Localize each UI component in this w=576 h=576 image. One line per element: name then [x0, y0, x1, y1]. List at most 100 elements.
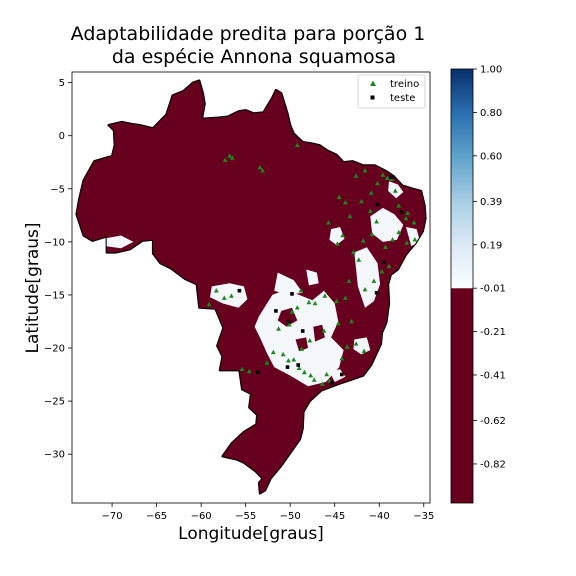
treino-point	[294, 305, 300, 310]
x-tick-label: −45	[324, 511, 345, 522]
teste-point	[340, 372, 344, 377]
treino-point	[324, 371, 330, 377]
colorbar: 1.00 0.80 0.60 0.39 0.19 -0.01 -0.21 -0.41 -0.62…	[450, 65, 506, 504]
x-tick-label: −55	[235, 511, 256, 522]
treino-point	[286, 322, 292, 327]
colorbar-frame	[450, 68, 474, 504]
treino-point	[390, 237, 395, 242]
colorbar-tick-label: 0.80	[480, 108, 502, 119]
high-suitability-patch	[353, 337, 371, 355]
y-tick-label: −20	[44, 344, 65, 355]
treino-point	[296, 365, 302, 370]
treino-point	[322, 293, 328, 298]
low-suitability-patch	[313, 324, 325, 342]
treino-point	[351, 249, 356, 255]
high-suitability-regions	[103, 181, 421, 387]
treino-point	[276, 326, 281, 331]
treino-point	[375, 180, 380, 186]
treino-point	[246, 368, 252, 374]
high-suitability-patch	[306, 269, 319, 286]
treino-point	[344, 344, 350, 349]
treino-point	[405, 210, 411, 215]
treino-point	[264, 360, 270, 365]
x-axis: −70 −65 −60 −55 −50 −45 −40 −35	[102, 503, 434, 522]
treino-point	[396, 203, 402, 208]
treino-point	[396, 229, 402, 235]
treino-point	[403, 215, 409, 221]
teste-point	[296, 363, 300, 367]
y-tick-label: −25	[44, 397, 65, 408]
treino-point	[319, 381, 325, 386]
treino-point	[291, 357, 297, 362]
colorbar-tick-label: 0.19	[480, 240, 502, 251]
x-tick-label: −65	[146, 511, 167, 522]
y-tick-label: −10	[44, 237, 65, 248]
treino-point	[311, 377, 317, 382]
y-tick-label: 5	[59, 78, 65, 89]
x-axis-label: Longitude[graus]	[178, 524, 324, 544]
colorbar-tick-label: -0.82	[480, 459, 506, 470]
teste-point	[375, 202, 380, 207]
high-suitability-patch	[370, 207, 404, 242]
colorbar-low-segment	[451, 288, 473, 503]
treino-point	[379, 269, 385, 274]
treino-point	[229, 155, 235, 160]
colorbar-tick-label: 1.00	[480, 65, 502, 76]
treino-point	[340, 232, 346, 238]
high-suitability-patch	[274, 272, 303, 295]
treino-point	[299, 346, 305, 351]
brazil-low-suitability	[76, 80, 426, 494]
colorbar-tick-label: 0.39	[480, 197, 502, 208]
treino-point	[361, 348, 367, 353]
treino-point	[371, 278, 377, 283]
treino-point	[221, 295, 227, 300]
treino-point	[239, 366, 245, 371]
high-suitability-patch	[329, 369, 346, 382]
treino-point	[359, 198, 364, 204]
treino-point	[222, 157, 228, 162]
legend-treino-label: treino	[390, 79, 419, 90]
teste-point	[381, 260, 386, 264]
teste-point	[389, 175, 394, 179]
treino-point	[326, 220, 331, 225]
treino-point	[339, 356, 345, 361]
teste-point	[290, 292, 294, 296]
treino-point	[229, 293, 234, 298]
high-suitability-patch	[103, 235, 134, 249]
y-tick-label: 0	[59, 131, 65, 142]
y-tick-label: −5	[50, 184, 65, 195]
high-suitability-patch	[354, 247, 381, 308]
teste-point	[286, 319, 291, 324]
high-suitability-patch	[254, 289, 344, 387]
teste-point	[330, 381, 334, 385]
treino-point	[294, 142, 300, 147]
y-axis-label: Latitude[graus]	[23, 222, 43, 353]
colorbar-tick-label: 0.60	[480, 151, 502, 162]
colorbar-tick-label: -0.01	[480, 284, 506, 295]
treino-point	[368, 190, 374, 195]
treino-point	[343, 295, 348, 300]
colorbar-tick-label: -0.21	[480, 327, 506, 338]
legend-teste-label: teste	[390, 93, 415, 104]
treino-point	[286, 358, 291, 363]
treino-point	[270, 349, 276, 355]
treino-point	[353, 341, 359, 346]
legend: treino teste	[357, 74, 426, 109]
treino-point	[369, 231, 375, 237]
x-tick-label: −70	[102, 511, 123, 522]
treino-point	[356, 257, 362, 262]
colorbar-tick-label: -0.62	[480, 416, 506, 427]
colorbar-high-gradient	[451, 69, 473, 289]
treino-point	[334, 298, 339, 304]
treino-point	[335, 241, 340, 246]
teste-point	[274, 309, 278, 313]
y-axis: 5 0 −5 −10 −15 −20 −25 −30	[44, 78, 72, 461]
x-tick-label: −60	[191, 511, 212, 522]
treino-point	[289, 309, 295, 314]
teste-point	[374, 291, 379, 295]
treino-point	[412, 237, 418, 242]
colorbar-ticks: 1.00 0.80 0.60 0.39 0.19 -0.01 -0.21 -0.41 -0.62…	[473, 65, 506, 470]
plot-area: −70 −65 −60 −55 −50 −45 −40 −35 5 0 −5 −10 −15 −20 −2…	[44, 71, 434, 522]
teste-point	[237, 288, 242, 293]
